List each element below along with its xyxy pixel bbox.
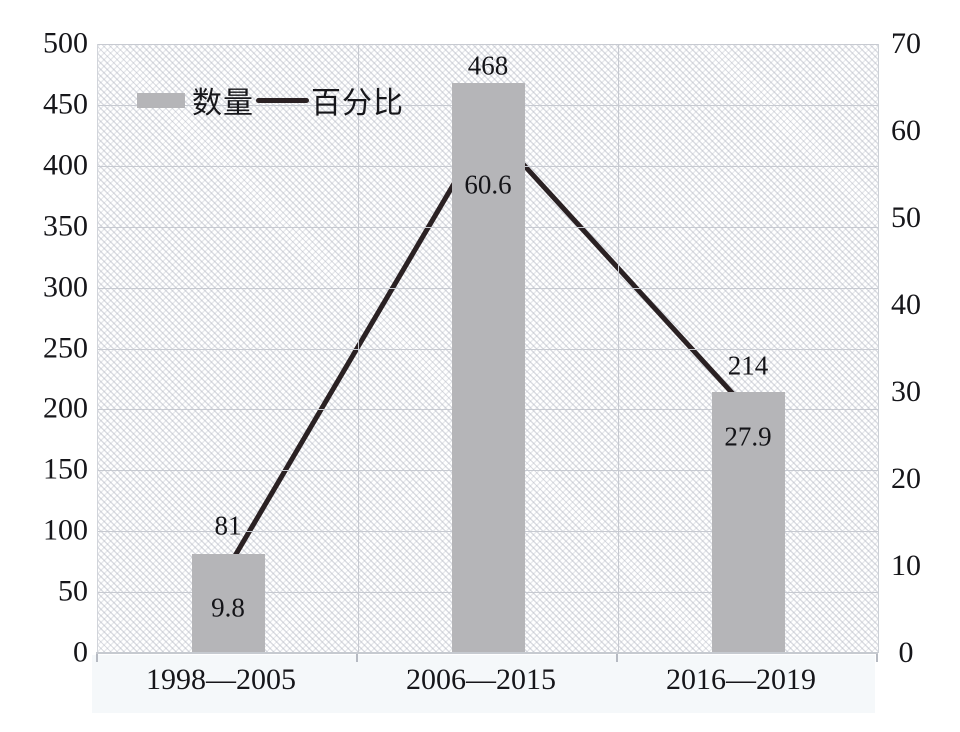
legend-bar-swatch-icon (137, 92, 185, 108)
y-axis-right-tick-label: 70 (891, 27, 921, 60)
y-axis-right-tick-label: 0 (898, 636, 914, 669)
x-axis-tick (356, 654, 358, 662)
x-axis-label: 2006—2015 (406, 663, 556, 696)
line-value-label: 27.9 (724, 421, 772, 452)
bar-value-label: 468 (467, 50, 509, 81)
below-axis-band (92, 655, 875, 713)
x-axis-label: 2016—2019 (666, 663, 816, 696)
y-axis-left-tick-label: 50 (58, 574, 88, 608)
y-axis-left-tick-label: 100 (43, 513, 88, 547)
legend-bar-label: 数量 (192, 87, 254, 120)
bar (451, 82, 525, 653)
x-axis-label: 1998—2005 (146, 663, 296, 696)
x-axis-tick (616, 654, 618, 662)
gridline-vertical (358, 44, 359, 653)
x-axis-line (96, 652, 878, 654)
plot-area: 81 9.8 468 60.6 214 27.9 数量 百分比 (97, 44, 879, 654)
y-axis-right-tick-label: 20 (891, 462, 921, 495)
y-axis-left-tick-label: 0 (73, 635, 88, 669)
legend-line-swatch-icon (256, 97, 309, 103)
x-axis-tick (96, 654, 98, 662)
legend: 数量 百分比 (137, 82, 404, 120)
y-axis-right-tick-label: 40 (891, 288, 921, 321)
y-axis-right-tick-label: 60 (891, 114, 921, 147)
legend-line-label: 百分比 (311, 87, 404, 120)
bar-value-label: 81 (214, 510, 242, 541)
y-axis-left-tick-label: 300 (43, 269, 88, 303)
line-value-label: 60.6 (464, 169, 512, 200)
y-axis-right-tick-label: 30 (891, 375, 921, 408)
y-axis-left-tick-label: 150 (43, 452, 88, 486)
y-axis-left-tick-label: 400 (43, 148, 88, 182)
x-axis-tick (876, 654, 878, 662)
y-axis-left-tick-label: 350 (43, 209, 88, 243)
gridline-vertical (618, 44, 619, 653)
y-axis-right-tick-label: 50 (891, 201, 921, 234)
y-axis-left-tick-label: 250 (43, 330, 88, 364)
bar (191, 554, 265, 653)
y-axis-left-tick-label: 450 (43, 87, 88, 121)
bar-value-label: 214 (727, 350, 769, 381)
line-value-label: 9.8 (211, 592, 245, 623)
y-axis-left-tick-label: 200 (43, 391, 88, 425)
gridline-horizontal (98, 44, 878, 45)
bar (711, 392, 785, 653)
y-axis-left-tick-label: 500 (43, 26, 88, 60)
y-axis-right-tick-label: 10 (891, 549, 921, 582)
